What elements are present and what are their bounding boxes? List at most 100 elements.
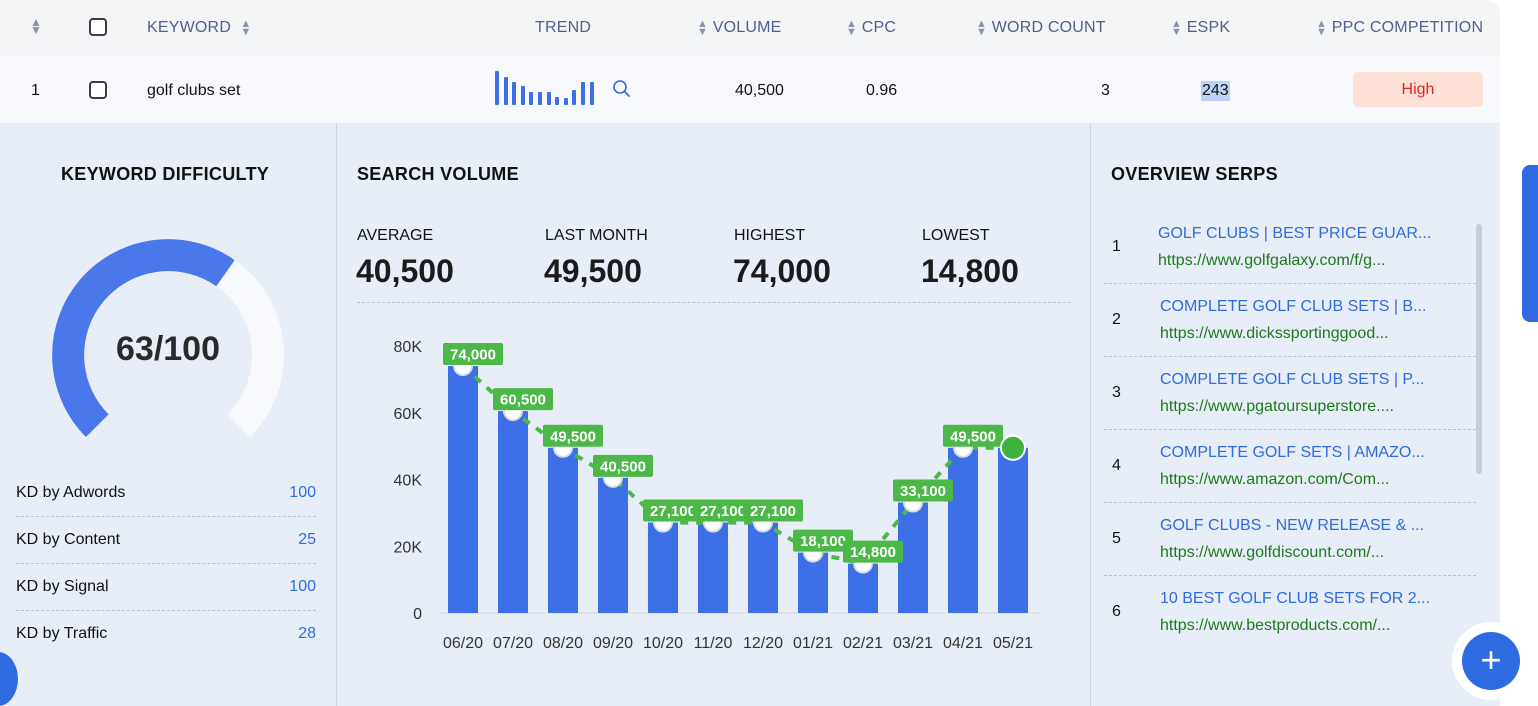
stat-lowest-value: 14,800 (921, 253, 1019, 289)
stat-last-month-value: 49,500 (544, 253, 642, 289)
serp-item[interactable]: 2 COMPLETE GOLF CLUB SETS | B... https:/… (1104, 284, 1476, 357)
stats-divider (357, 302, 1071, 303)
serp-item[interactable]: 6 10 BEST GOLF CLUB SETS FOR 2... https:… (1104, 576, 1476, 649)
y-tick-label: 20K (394, 539, 423, 556)
row-volume: 40,500 (735, 82, 784, 99)
sort-index-icon[interactable]: ▲ ▼ (30, 15, 43, 37)
serp-rank: 3 (1112, 384, 1121, 401)
kd-row-signal: KD by Signal 100 (16, 564, 316, 611)
serp-url[interactable]: https://www.pgatoursuperstore.... (1160, 398, 1394, 415)
serp-url[interactable]: https://www.amazon.com/Com... (1160, 471, 1390, 488)
serp-url[interactable]: https://www.bestproducts.com/... (1160, 617, 1391, 634)
row-checkbox[interactable] (89, 81, 107, 99)
table-row[interactable]: 1 golf clubs set 40,500 0.96 3 243 High (0, 57, 1500, 123)
sparkline-bar (512, 82, 517, 105)
sort-volume-icon[interactable]: ▲ ▼ (697, 17, 709, 38)
serp-title-link[interactable]: COMPLETE GOLF SETS | AMAZO... (1160, 444, 1425, 461)
trend-sparkline (495, 71, 601, 105)
serp-url[interactable]: https://www.golfdiscount.com/... (1160, 544, 1385, 561)
kd-value: 25 (298, 531, 316, 548)
header-keyword-label: KEYWORD (147, 19, 232, 36)
bar (798, 552, 828, 613)
serp-item[interactable]: 4 COMPLETE GOLF SETS | AMAZO... https://… (1104, 430, 1476, 503)
stat-average-label: AVERAGE (357, 227, 434, 244)
side-launcher-button[interactable] (0, 652, 18, 706)
kd-value: 100 (289, 578, 316, 595)
kd-value: 28 (298, 625, 316, 642)
kd-label: KD by Adwords (16, 484, 126, 501)
kd-label: KD by Content (16, 531, 121, 548)
sort-espk-icon[interactable]: ▲ ▼ (1171, 17, 1183, 38)
serp-item[interactable]: 1 GOLF CLUBS | BEST PRICE GUAR... https:… (1104, 211, 1476, 284)
search-icon[interactable] (612, 79, 632, 99)
data-label: 60,500 (500, 392, 546, 409)
serp-url[interactable]: https://www.dickssportinggood... (1160, 325, 1389, 342)
x-tick-label: 11/20 (694, 635, 733, 652)
serp-rank: 5 (1112, 530, 1121, 547)
data-label: 27,100 (650, 503, 696, 520)
header-trend: TREND (535, 19, 592, 36)
header-volume[interactable]: ▲ ▼ VOLUME (697, 17, 782, 38)
x-tick-label: 05/21 (993, 635, 1033, 652)
sparkline-bar (546, 92, 551, 105)
serp-rank: 2 (1112, 311, 1121, 328)
row-keyword: golf clubs set (147, 82, 241, 99)
sparkline-bar (555, 96, 560, 105)
data-label: 49,500 (950, 428, 996, 445)
header-volume-label: VOLUME (712, 19, 782, 36)
data-label: 33,100 (900, 483, 946, 500)
serp-item[interactable]: 3 COMPLETE GOLF CLUB SETS | P... https:/… (1104, 357, 1476, 430)
sparkline-bar (520, 86, 525, 105)
sparkline-bar (572, 89, 577, 105)
serp-title-link[interactable]: COMPLETE GOLF CLUB SETS | P... (1160, 371, 1425, 388)
stat-highest-value: 74,000 (733, 253, 831, 289)
bar (598, 477, 628, 613)
sort-cpc-icon[interactable]: ▲ ▼ (846, 17, 858, 38)
sparkline-bar (581, 82, 585, 105)
data-label: 27,100 (700, 503, 746, 520)
x-tick-label: 12/20 (743, 635, 783, 652)
data-label: 74,000 (450, 347, 496, 364)
header-ppc-competition[interactable]: ▲ ▼ PPC COMPETITION (1316, 17, 1483, 38)
row-index: 1 (31, 82, 40, 99)
add-button[interactable]: + (1462, 632, 1520, 690)
header-espk-label: ESPK (1186, 19, 1231, 36)
kd-row-traffic: KD by Traffic 28 (16, 611, 316, 658)
header-word-count[interactable]: ▲ ▼ WORD COUNT (976, 17, 1106, 38)
table-header-row: ▲ ▼ KEYWORD ▲ ▼ TREND ▲ ▼ VOLUME ▲ ▼ CPC ▲ ▼ … (0, 0, 1500, 57)
data-label: 27,100 (750, 503, 796, 520)
stat-lowest-label: LOWEST (922, 227, 990, 244)
bar (948, 447, 978, 613)
header-keyword[interactable]: KEYWORD ▲ ▼ (147, 17, 252, 38)
stat-highest-label: HIGHEST (734, 227, 806, 244)
row-cpc: 0.96 (866, 82, 898, 99)
data-label: 49,500 (550, 428, 596, 445)
serp-title-link[interactable]: GOLF CLUBS | BEST PRICE GUAR... (1158, 225, 1432, 242)
bar (748, 522, 778, 613)
x-tick-label: 02/21 (843, 635, 883, 652)
select-all-checkbox[interactable] (89, 18, 107, 36)
sort-keyword-icon[interactable]: ▲ ▼ (240, 17, 252, 38)
bar (498, 411, 528, 613)
serp-title-link[interactable]: 10 BEST GOLF CLUB SETS FOR 2... (1160, 590, 1431, 607)
serp-title-link[interactable]: COMPLETE GOLF CLUB SETS | B... (1160, 298, 1427, 315)
data-label-box (543, 424, 603, 447)
kd-value: 100 (289, 484, 316, 501)
x-tick-label: 08/20 (543, 635, 583, 652)
data-label: 18,100 (800, 533, 846, 550)
serps-scrollbar[interactable] (1476, 224, 1482, 474)
serp-title-link[interactable]: GOLF CLUBS - NEW RELEASE & ... (1160, 517, 1425, 534)
data-label: 40,500 (600, 458, 646, 475)
side-tab[interactable] (1522, 165, 1538, 322)
header-cpc[interactable]: ▲ ▼ CPC (846, 17, 897, 38)
difficulty-gauge (52, 239, 284, 437)
sort-word-count-icon[interactable]: ▲ ▼ (976, 17, 988, 38)
sort-ppc-icon[interactable]: ▲ ▼ (1316, 17, 1328, 38)
serp-url[interactable]: https://www.golfgalaxy.com/f/g... (1158, 252, 1386, 269)
bar (698, 522, 728, 613)
header-espk[interactable]: ▲ ▼ ESPK (1171, 17, 1231, 38)
header-cpc-label: CPC (861, 19, 897, 36)
sparkline-bar (495, 71, 499, 105)
sparkline-bar (529, 92, 534, 105)
serp-item[interactable]: 5 GOLF CLUBS - NEW RELEASE & ... https:/… (1104, 503, 1476, 576)
